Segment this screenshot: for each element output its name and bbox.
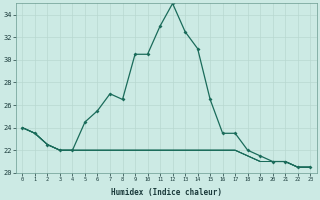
X-axis label: Humidex (Indice chaleur): Humidex (Indice chaleur) (111, 188, 222, 197)
